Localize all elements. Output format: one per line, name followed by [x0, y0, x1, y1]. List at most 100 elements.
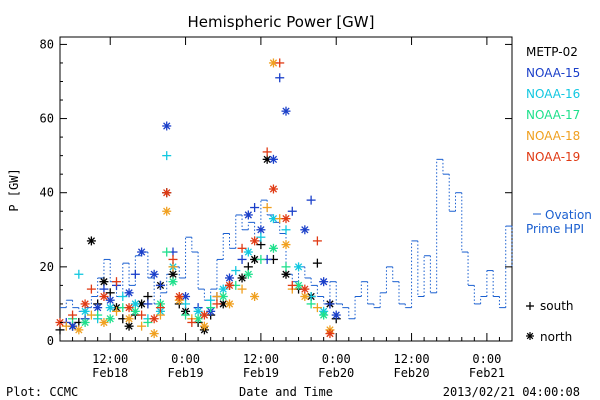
north-point [268, 154, 278, 164]
legend-noaa-17: NOAA-17 [526, 108, 580, 122]
north-point [281, 240, 291, 250]
satellite-points [55, 58, 341, 339]
point-stroke [169, 278, 177, 286]
point-stroke [238, 274, 246, 282]
point-stroke [250, 237, 259, 245]
south-point [237, 254, 247, 264]
south-point [143, 317, 153, 327]
point-stroke [225, 274, 234, 282]
south-point [137, 321, 147, 331]
point-stroke [125, 289, 133, 297]
point-stroke [219, 300, 227, 308]
point-stroke [68, 322, 77, 330]
north-point [250, 236, 260, 246]
south-point [86, 310, 96, 320]
south-point [155, 303, 165, 313]
point-stroke [87, 237, 96, 245]
point-stroke [250, 292, 259, 301]
chart-title: Hemispheric Power [GW] [188, 13, 375, 31]
legend-noaa-15: NOAA-15 [526, 66, 580, 80]
point-stroke [125, 315, 133, 323]
point-stroke [200, 311, 209, 319]
south-point [162, 151, 172, 161]
north-point [93, 303, 103, 313]
legend: METP-02 NOAA-15 NOAA-16 NOAA-17 NOAA-18 NOAA-… [526, 45, 592, 344]
point-stroke [294, 263, 303, 271]
south-point [250, 203, 260, 213]
point-stroke [137, 300, 146, 308]
point-stroke [244, 248, 252, 256]
point-stroke [326, 329, 334, 338]
north-point [319, 277, 329, 287]
north-point [268, 243, 278, 253]
north-point [218, 284, 228, 294]
north-point [174, 292, 184, 302]
point-stroke [219, 292, 227, 301]
y-tick-label: 40 [40, 186, 54, 200]
point-stroke [282, 107, 290, 115]
north-point [130, 306, 140, 316]
north-point [225, 280, 234, 290]
point-stroke [294, 281, 303, 290]
south-point [181, 299, 191, 309]
north-point [300, 284, 310, 294]
legend-noaa-18: NOAA-18 [526, 129, 580, 143]
x-tick-time: 12:00 [393, 352, 429, 366]
point-stroke [269, 244, 278, 252]
x-tick-date: Feb20 [393, 366, 429, 380]
south-point [112, 306, 121, 316]
south-point [155, 280, 165, 290]
north-point [243, 247, 253, 257]
north-point [162, 188, 172, 198]
north-point [105, 314, 115, 324]
legend-noaa-19: NOAA-19 [526, 150, 580, 164]
north-point [80, 299, 90, 309]
legend-noaa-16: NOAA-16 [526, 87, 580, 101]
plot-credit: Plot: CCMC [6, 385, 78, 399]
point-stroke [150, 315, 158, 323]
point-stroke [194, 307, 202, 315]
point-stroke [250, 255, 259, 264]
north-point [243, 210, 253, 220]
north-point [243, 269, 253, 279]
point-stroke [282, 215, 290, 223]
point-stroke [131, 300, 139, 308]
north-point [149, 269, 159, 279]
point-stroke [320, 311, 328, 319]
south-point [237, 243, 247, 253]
south-point [212, 299, 222, 309]
north-point [237, 273, 247, 283]
y-tick-label: 0 [47, 334, 54, 348]
point-stroke [100, 318, 108, 327]
point-stroke [301, 285, 309, 293]
north-point [130, 299, 140, 309]
point-stroke [75, 326, 83, 334]
point-stroke [137, 248, 146, 256]
point-stroke [301, 226, 309, 234]
point-stroke [150, 270, 158, 278]
y-axis: 0 20 40 60 80 [40, 37, 512, 348]
point-stroke [219, 285, 227, 293]
plot-timestamp: 2013/02/21 04:00:08 [443, 385, 580, 399]
point-stroke [163, 122, 171, 130]
south-point [312, 236, 322, 246]
north-point [300, 292, 310, 302]
north-point [74, 325, 84, 335]
legend-metp-02: METP-02 [526, 45, 578, 59]
north-point [193, 306, 203, 316]
north-legend-label: north [540, 330, 572, 344]
point-stroke [282, 270, 290, 278]
point-stroke [131, 307, 139, 315]
point-stroke [269, 155, 278, 163]
south-point [312, 258, 322, 268]
y-tick-label: 80 [40, 37, 54, 51]
north-point [99, 317, 109, 327]
north-point [281, 106, 291, 116]
south-point [237, 284, 247, 294]
north-point [149, 329, 159, 339]
point-stroke [81, 307, 89, 315]
y-tick-label: 20 [40, 260, 54, 274]
point-stroke [81, 318, 89, 327]
north-point [199, 321, 209, 331]
north-point [124, 314, 134, 324]
